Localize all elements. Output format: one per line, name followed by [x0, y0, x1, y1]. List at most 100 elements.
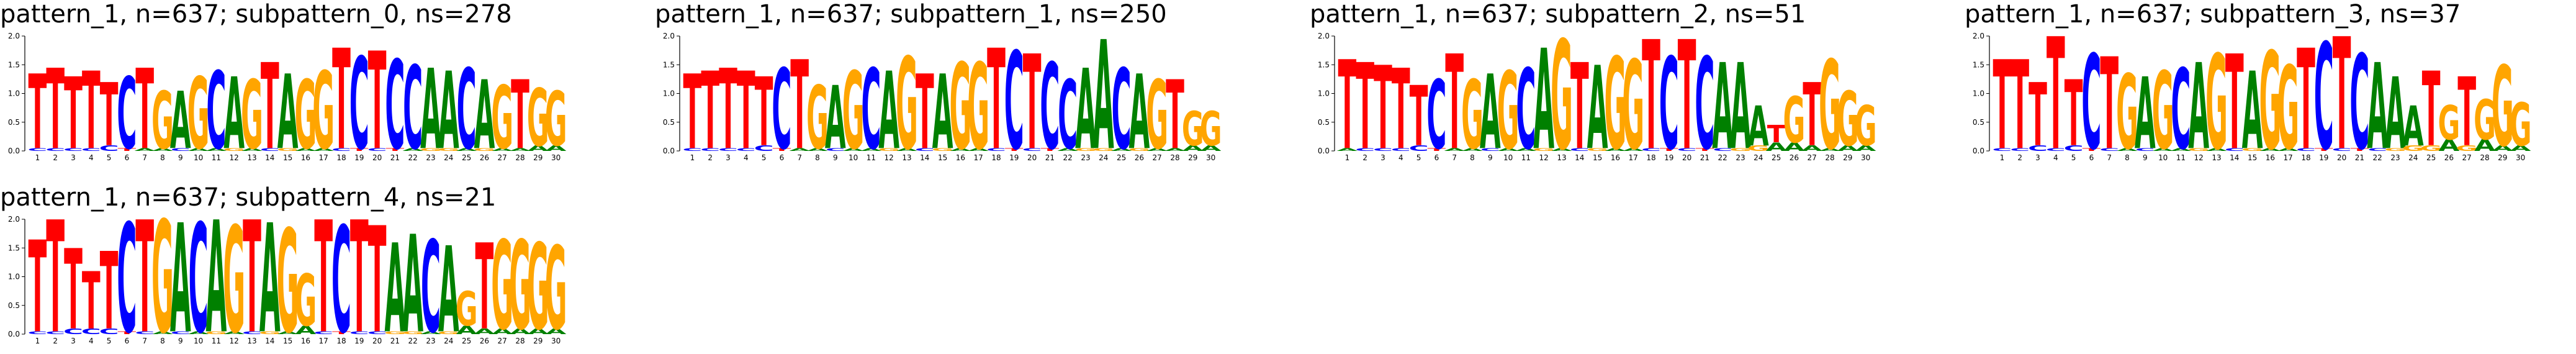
logo-letter-A: A [1766, 140, 1787, 153]
x-tick-label: 25 [462, 337, 471, 345]
x-tick-label: 12 [230, 337, 239, 345]
logo-letter-T: T [261, 39, 279, 176]
logo-letter-T: T [29, 214, 47, 354]
logo-letter-A: A [2403, 95, 2424, 159]
x-tick-label: 28 [1825, 153, 1834, 162]
logo-letter-C: C [1659, 31, 1679, 178]
x-tick-label: 23 [2390, 153, 2400, 162]
x-tick-label: 17 [319, 153, 328, 162]
logo-letter-G: G [1783, 85, 1805, 158]
x-tick-label: 26 [480, 153, 489, 162]
logo-letter-A: A [1748, 95, 1769, 159]
logo-letter-A: A [438, 50, 459, 174]
x-tick-label: 29 [2498, 153, 2507, 162]
logo-letter-A: A [2153, 147, 2174, 152]
logo-letter-G: G [438, 147, 460, 152]
logo-letter-A: A [1182, 143, 1204, 153]
logo-letter-C: C [63, 147, 83, 152]
logo-letter-A: A [968, 147, 989, 152]
logo-letter-T: T [1374, 43, 1392, 175]
logo-letter-T: T [1356, 39, 1374, 176]
logo-letter-G: G [2456, 143, 2478, 153]
logo-letter-A: A [2242, 50, 2263, 174]
x-tick-label: 19 [354, 153, 364, 162]
logo-letter-C: C [1373, 147, 1393, 152]
logo-letter-T: T [1445, 28, 1464, 179]
logo-letter-G: G [438, 330, 460, 335]
logo-letter-C: C [1355, 147, 1375, 152]
logo-letter-T: T [2457, 58, 2476, 168]
x-tick-label: 23 [1736, 153, 1745, 162]
logo-letter-T: T [1767, 120, 1786, 148]
panel-title: pattern_1, n=637; subpattern_0, ns=278 [0, 0, 512, 29]
logo-letter-A: A [1462, 147, 1483, 152]
logo-panel-subpattern-1: pattern_1, n=637; subpattern_1, ns=250 0… [655, 0, 1300, 183]
logo-letter-C: C [2296, 147, 2316, 152]
x-tick-label: 8 [815, 153, 820, 162]
y-tick-label: 0.5 [8, 301, 20, 310]
y-tick-label: 2.0 [8, 32, 20, 40]
logo-letter-A: A [861, 147, 882, 152]
x-tick-label: 10 [194, 153, 203, 162]
logo-letter-G: G [1604, 31, 1626, 178]
x-tick-label: 10 [1503, 153, 1513, 162]
logo-letter-T: T [1660, 147, 1679, 152]
logo-letter-A: A [385, 218, 406, 354]
logo-letter-C: C [189, 192, 209, 354]
logo-chart: 0.00.51.01.52.0AT1CT2CT3CT4CT5TC6AT7AG8C… [1318, 9, 1877, 183]
logo-letter-A: A [474, 61, 495, 171]
logo-letter-T: T [135, 189, 154, 354]
x-tick-label: 21 [390, 153, 400, 162]
logo-letter-A: A [1551, 147, 1572, 152]
logo-letter-T: T [1410, 69, 1428, 165]
x-tick-label: 2 [1362, 153, 1367, 162]
logo-letter-T: T [683, 54, 702, 173]
logo-letter-A: A [241, 147, 263, 152]
logo-letter-G: G [187, 57, 210, 171]
x-tick-label: 20 [1027, 153, 1037, 162]
logo-letter-A: A [1093, 9, 1114, 183]
logo-letter-C: C [349, 31, 369, 178]
x-tick-label: 4 [2053, 153, 2058, 162]
x-tick-label: 6 [780, 153, 785, 162]
x-tick-label: 7 [142, 153, 147, 162]
logo-letter-A: A [1480, 54, 1501, 173]
logo-letter-G: G [420, 147, 442, 152]
logo-letter-C: C [171, 147, 191, 152]
x-tick-label: 11 [867, 153, 876, 162]
logo-letter-A: A [510, 147, 531, 152]
logo-letter-T: T [475, 219, 494, 354]
logo-letter-G: G [2152, 50, 2174, 174]
panel-title: pattern_1, n=637; subpattern_4, ns=21 [0, 183, 497, 212]
logo-letter-A: A [1146, 147, 1168, 152]
logo-letter-A: A [528, 327, 549, 336]
logo-letter-A: A [1587, 43, 1608, 175]
x-tick-label: 6 [125, 153, 130, 162]
logo-letter-T: T [701, 50, 719, 174]
logo-letter-C: C [1409, 143, 1429, 153]
x-tick-label: 27 [1808, 153, 1817, 162]
logo-letter-C: C [135, 330, 155, 335]
logo-letter-C: C [1992, 147, 2012, 152]
x-tick-label: 6 [2089, 153, 2094, 162]
x-tick-label: 10 [2158, 153, 2168, 162]
logo-letter-C: C [260, 147, 280, 152]
x-tick-label: 26 [2444, 153, 2454, 162]
x-tick-label: 18 [2301, 153, 2310, 162]
logo-letter-A: A [134, 147, 155, 152]
logo-letter-T: T [82, 256, 101, 347]
logo-letter-C: C [331, 196, 351, 354]
logo-letter-T: T [790, 35, 809, 177]
logo-letter-C: C [2349, 28, 2369, 179]
logo-letter-T: T [332, 20, 351, 181]
logo-letter-C: C [772, 47, 791, 175]
y-tick-label: 1.5 [1973, 60, 1984, 69]
logo-letter-G: G [259, 330, 281, 335]
logo-letter-T: T [2029, 66, 2047, 166]
logo-letter-A: A [277, 330, 299, 335]
logo-letter-C: C [331, 147, 351, 152]
y-tick-label: 0.0 [1318, 147, 1330, 155]
x-tick-label: 12 [885, 153, 894, 162]
x-tick-label: 24 [2408, 153, 2418, 162]
x-tick-label: 19 [354, 337, 364, 345]
